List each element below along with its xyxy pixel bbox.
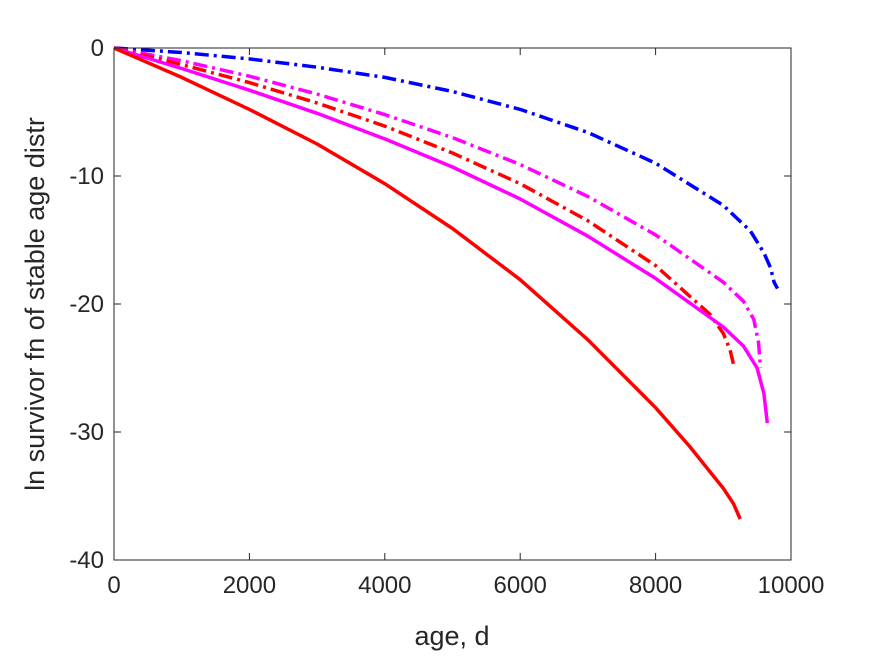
- plot-background: [114, 48, 791, 560]
- series-line-4: [113, 46, 770, 424]
- y-tick-label: -40: [69, 547, 104, 574]
- y-tick-label: -20: [69, 291, 104, 318]
- series-line-2: [113, 46, 763, 369]
- x-tick-label: 10000: [758, 572, 825, 599]
- y-tick-label: 0: [91, 35, 104, 62]
- x-tick-label: 4000: [358, 572, 411, 599]
- series-line-1: [113, 46, 780, 290]
- x-axis-label: age, d: [414, 621, 489, 651]
- series-layer: [113, 46, 780, 520]
- x-tick-label: 2000: [223, 572, 276, 599]
- y-tick-label: -30: [69, 419, 104, 446]
- y-axis-label: ln survivor fn of stable age distr: [20, 117, 50, 491]
- y-tick-label: -10: [69, 163, 104, 190]
- series-line-3: [113, 46, 736, 365]
- series-line-5: [113, 46, 742, 520]
- tick-layer: 0 2000 4000 6000 8000 10000 0 -10 -20 -30 -40: [69, 35, 824, 599]
- x-tick-label: 0: [107, 572, 120, 599]
- x-tick-label: 8000: [629, 572, 682, 599]
- x-tick-label: 6000: [494, 572, 547, 599]
